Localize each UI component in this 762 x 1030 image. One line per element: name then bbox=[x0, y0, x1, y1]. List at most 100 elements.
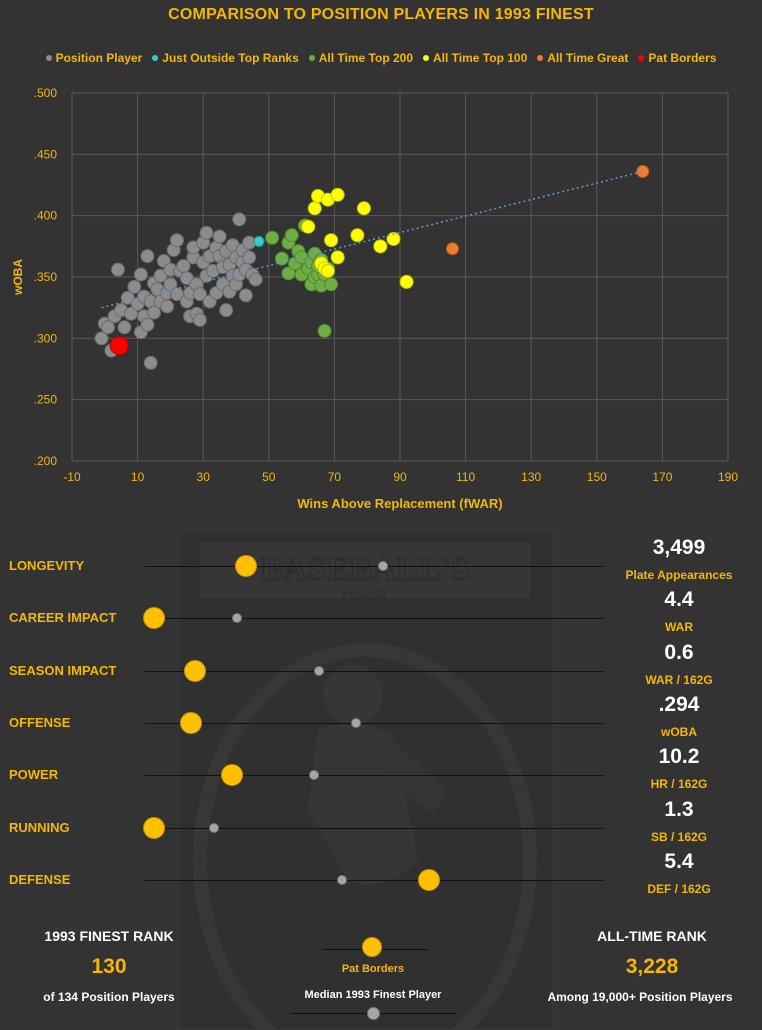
finest-rank-subtitle: of 134 Position Players bbox=[43, 990, 175, 1004]
chart-title: COMPARISON TO POSITION PLAYERS IN 1993 F… bbox=[168, 6, 594, 23]
data-point bbox=[330, 187, 345, 202]
legend-label: Pat Borders bbox=[648, 51, 717, 65]
stat-unit: WAR / 162G bbox=[645, 672, 713, 687]
svg-text:FINEST: FINEST bbox=[341, 587, 389, 602]
legend-marker bbox=[638, 55, 645, 61]
data-point bbox=[140, 249, 155, 264]
metric-track bbox=[145, 670, 603, 672]
data-point bbox=[219, 303, 234, 318]
data-point bbox=[301, 219, 316, 234]
player-marker bbox=[179, 711, 202, 734]
x-tick-label: -10 bbox=[63, 470, 81, 484]
player-marker bbox=[417, 868, 440, 891]
legend-label: All Time Top 100 bbox=[433, 51, 528, 65]
median-marker bbox=[314, 665, 325, 676]
data-point bbox=[133, 267, 148, 282]
data-point bbox=[330, 250, 345, 265]
stat-unit: WAR bbox=[665, 620, 693, 635]
x-tick-label: 150 bbox=[587, 470, 607, 484]
data-point bbox=[356, 201, 371, 216]
scatter-plot: -10 10 30 50 70 90 110 130 150 170 190 .200 .250 .300… bbox=[11, 86, 738, 511]
data-point bbox=[140, 317, 155, 332]
x-tick-label: 110 bbox=[456, 470, 475, 484]
median-marker bbox=[336, 874, 347, 885]
stat-value: 0.6 bbox=[664, 640, 694, 664]
legend-marker bbox=[537, 55, 544, 61]
metric-label: DEFENSE bbox=[9, 871, 71, 887]
legend-item: All Time Top 100 bbox=[423, 51, 527, 65]
metric-label: RUNNING bbox=[9, 819, 70, 835]
data-point bbox=[127, 279, 142, 294]
data-point bbox=[160, 299, 175, 314]
legend-marker bbox=[45, 55, 52, 61]
metric-label: SEASON IMPACT bbox=[9, 662, 117, 678]
stat-value: 3,499 bbox=[652, 536, 706, 559]
data-point bbox=[242, 250, 257, 265]
data-point bbox=[109, 336, 129, 356]
data-point bbox=[324, 233, 339, 248]
legend-marker bbox=[308, 55, 315, 61]
player-marker bbox=[143, 607, 166, 630]
legend-label: Just Outside Top Ranks bbox=[162, 51, 299, 65]
data-point bbox=[320, 263, 335, 278]
metric-label: POWER bbox=[9, 767, 59, 783]
data-point bbox=[399, 274, 414, 289]
data-point bbox=[373, 239, 388, 254]
median-marker bbox=[378, 561, 389, 571]
alltime-rank-subtitle: Among 19,000+ Position Players bbox=[547, 990, 733, 1004]
data-point bbox=[110, 262, 125, 277]
data-point bbox=[199, 225, 214, 240]
data-point bbox=[324, 277, 339, 292]
data-point bbox=[94, 331, 109, 346]
data-point bbox=[386, 231, 401, 246]
trendline bbox=[101, 170, 643, 309]
key-player-label: Pat Borders bbox=[341, 963, 405, 975]
x-tick-label: 170 bbox=[652, 470, 672, 484]
stat-value: .294 bbox=[658, 692, 700, 716]
x-tick-label: 30 bbox=[197, 470, 211, 484]
legend-item: Position Player bbox=[45, 51, 143, 65]
y-tick-label: .200 bbox=[34, 454, 58, 468]
x-tick-label: 190 bbox=[718, 470, 738, 484]
legend-item: All Time Top 200 bbox=[308, 51, 413, 65]
data-point bbox=[317, 323, 332, 338]
stat-unit: HR / 162G bbox=[650, 777, 708, 792]
svg-text:BASEBALL'S: BASEBALL'S bbox=[260, 551, 470, 588]
median-marker bbox=[350, 717, 361, 728]
data-point bbox=[253, 235, 265, 247]
finest-rank-heading: 1993 FINEST RANK bbox=[44, 928, 174, 944]
finest-rank-value: 130 bbox=[91, 955, 127, 978]
x-tick-label: 10 bbox=[131, 470, 145, 484]
legend-label: All Time Top 200 bbox=[318, 51, 413, 65]
data-point bbox=[284, 228, 299, 243]
y-tick-label: .300 bbox=[34, 331, 58, 345]
legend-marker bbox=[152, 55, 159, 61]
stat-value: 4.4 bbox=[664, 588, 694, 612]
y-axis-title: wOBA bbox=[11, 259, 25, 296]
legend-item: Just Outside Top Ranks bbox=[152, 51, 299, 65]
legend-item: All Time Great bbox=[537, 51, 628, 65]
x-tick-label: 130 bbox=[521, 470, 541, 484]
data-point bbox=[143, 355, 158, 370]
x-axis-title: Wins Above Replacement (fWAR) bbox=[297, 496, 502, 511]
stat-value: 5.4 bbox=[664, 849, 694, 873]
stat-value: 10.2 bbox=[658, 745, 700, 769]
player-marker bbox=[143, 816, 166, 839]
metric-track bbox=[145, 566, 603, 567]
legend-marker bbox=[423, 55, 429, 61]
metric-track bbox=[145, 618, 603, 620]
data-point bbox=[124, 306, 139, 321]
y-tick-label: .400 bbox=[34, 209, 58, 223]
legend-label: Position Player bbox=[55, 51, 143, 65]
legend-label: All Time Great bbox=[547, 51, 629, 65]
data-point bbox=[307, 201, 322, 216]
data-point bbox=[169, 233, 184, 248]
key-median-label: Median 1993 Finest Player bbox=[304, 989, 442, 1001]
y-tick-label: .350 bbox=[34, 270, 58, 284]
data-point bbox=[274, 251, 289, 266]
median-marker bbox=[309, 770, 320, 781]
data-point bbox=[350, 228, 365, 243]
data-point bbox=[192, 287, 207, 302]
player-marker bbox=[221, 764, 244, 787]
y-tick-label: .450 bbox=[34, 147, 58, 161]
